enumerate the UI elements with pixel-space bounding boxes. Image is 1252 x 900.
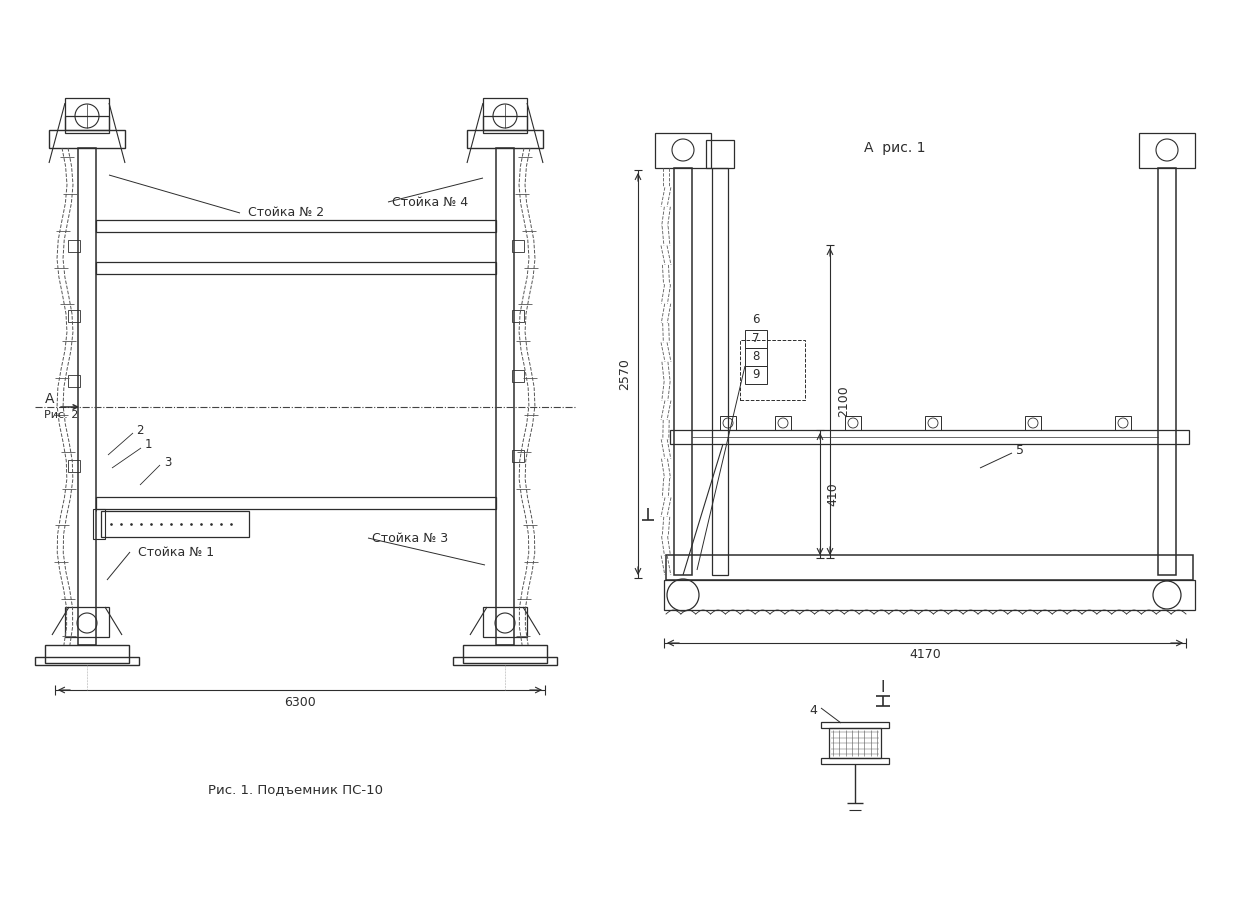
Bar	[745, 348, 767, 366]
Bar	[78, 148, 96, 645]
Bar	[666, 555, 1193, 580]
Text: А  рис. 1: А рис. 1	[864, 141, 925, 155]
Bar	[740, 340, 805, 400]
Bar	[829, 728, 881, 758]
Bar	[68, 375, 80, 387]
Bar	[512, 240, 525, 252]
Bar	[65, 116, 109, 130]
Bar	[1139, 133, 1194, 168]
Bar	[483, 116, 527, 130]
Bar	[925, 416, 942, 430]
Bar	[1025, 416, 1040, 430]
Bar	[68, 310, 80, 322]
Bar	[463, 645, 547, 663]
Bar	[1116, 416, 1131, 430]
Bar	[68, 240, 80, 252]
Bar	[65, 607, 109, 637]
Bar	[512, 370, 525, 382]
Text: 2570: 2570	[618, 358, 631, 390]
Bar	[35, 657, 139, 665]
Bar	[101, 511, 249, 537]
Bar	[93, 509, 105, 539]
Text: 6300: 6300	[284, 696, 316, 708]
Bar	[821, 758, 889, 764]
Bar	[496, 148, 515, 645]
Text: 6: 6	[752, 313, 760, 326]
Text: Стойка № 4: Стойка № 4	[392, 195, 468, 209]
Bar	[720, 416, 736, 430]
Bar	[453, 657, 557, 665]
Bar	[68, 460, 80, 472]
Bar	[49, 130, 125, 148]
Text: 9: 9	[752, 368, 760, 382]
Text: Стойка № 3: Стойка № 3	[372, 532, 448, 544]
Text: 2: 2	[136, 424, 144, 436]
Text: Стойка № 1: Стойка № 1	[138, 545, 214, 559]
Text: 8: 8	[752, 350, 760, 364]
Bar	[821, 722, 889, 728]
Text: I: I	[880, 680, 885, 696]
Bar	[467, 130, 543, 148]
Text: Рис. 2: Рис. 2	[44, 410, 79, 420]
Text: 410: 410	[826, 482, 839, 506]
Bar	[512, 450, 525, 462]
Bar	[845, 416, 861, 430]
Bar	[512, 310, 525, 322]
Bar	[674, 168, 692, 575]
Text: 5: 5	[1017, 444, 1024, 456]
Text: 2100: 2100	[838, 385, 850, 418]
Text: 3: 3	[164, 455, 172, 469]
Bar	[745, 366, 767, 384]
Text: 7: 7	[752, 332, 760, 346]
Bar	[483, 98, 527, 133]
Bar	[706, 140, 734, 168]
Bar	[96, 497, 496, 509]
Bar	[96, 262, 496, 274]
Bar	[670, 430, 1189, 444]
Text: 4170: 4170	[909, 649, 940, 662]
Bar	[655, 133, 711, 168]
Bar	[1158, 168, 1176, 575]
Text: Рис. 1. Подъемник ПС-10: Рис. 1. Подъемник ПС-10	[208, 784, 383, 796]
Bar	[483, 607, 527, 637]
Bar	[45, 645, 129, 663]
Bar	[712, 168, 727, 575]
Bar	[745, 330, 767, 348]
Text: Стойка № 2: Стойка № 2	[248, 206, 324, 220]
Bar	[775, 416, 791, 430]
Bar	[65, 98, 109, 133]
Text: А: А	[45, 392, 55, 406]
Bar	[96, 220, 496, 232]
Bar	[664, 580, 1194, 610]
Text: 4: 4	[809, 704, 818, 716]
Text: 1: 1	[144, 438, 151, 452]
